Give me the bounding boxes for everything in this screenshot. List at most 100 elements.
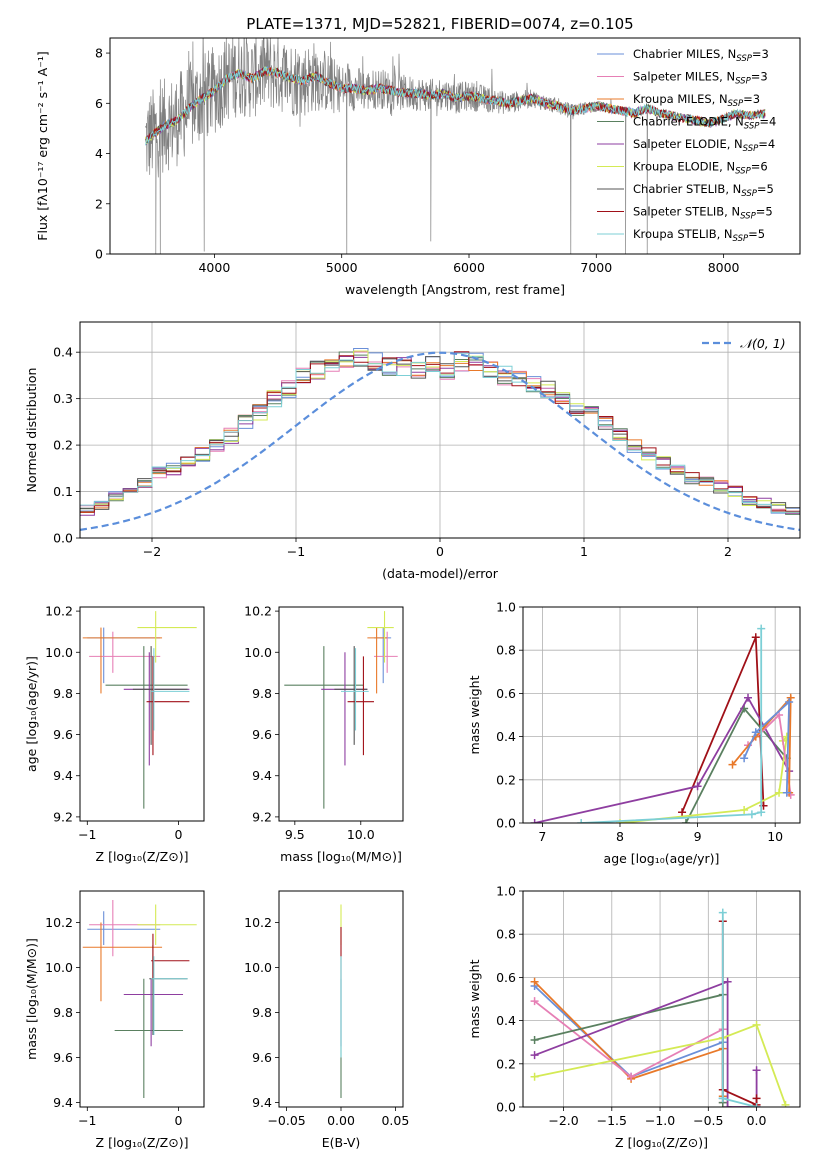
x-tick-label: 0 (436, 544, 444, 559)
age_vs_Z-frame (79, 606, 205, 822)
model-line-kroupa_stelib (145, 66, 766, 146)
mass_vs_Z-y-axis-label: mass [log₁₀(M/M⊙)] (24, 938, 39, 1060)
weight-marker-chabrier_miles (740, 754, 749, 763)
age_vs_Z-y-axis-label: age [log₁₀(age/yr)] (24, 656, 39, 772)
weight-marker-kroupa_stelib (718, 1094, 727, 1103)
weight-marker-kroupa_stelib (757, 624, 766, 633)
spectrum-y-axis-label: Flux [fλ10⁻¹⁷ erg cm⁻² s⁻¹ A⁻¹] (35, 51, 50, 240)
y-tick-label: 9.4 (252, 768, 272, 783)
weight-marker-kroupa_miles (530, 977, 539, 986)
y-tick-label: 0.6 (496, 970, 516, 985)
legend-subscript: SSP (728, 99, 744, 109)
weight-marker-salpeter_elodie (693, 782, 702, 791)
y-tick-label: 0 (95, 247, 103, 262)
mass_vs_Z-x-axis-label: Z [log₁₀(Z/Z⊙)] (96, 1135, 189, 1150)
weight-marker-kroupa_elodie (740, 806, 749, 815)
legend-text: Salpeter ELODIE, N (633, 137, 743, 151)
y-tick-label: 0.4 (53, 345, 73, 360)
legend-entry-chabrier_elodie: Chabrier ELODIE, NSSP=4 (633, 115, 776, 132)
residuals-panel: 𝒩(0, 1) −2 −1 0 1 2 0.0 0.1 0.2 0.3 0.4 (data-model… (24, 321, 801, 581)
weight-marker-kroupa_stelib (718, 908, 727, 917)
x-tick-label: −2 (143, 544, 161, 559)
weight-marker-kroupa_stelib (757, 808, 766, 817)
weight_vs_Z-plot-area (523, 891, 800, 1107)
y-tick-label: 0.2 (496, 1056, 516, 1071)
weight_vs_age-panel: 7 8 9 10 0.0 0.2 0.4 0.6 0.8 1.0 age [log₁₀(age/yr… (467, 600, 801, 866)
weight-line-kroupa_elodie (534, 1023, 787, 1106)
x-tick-label: −1 (287, 544, 305, 559)
weight_vs_age-x-axis-label: age [log₁₀(age/yr)] (604, 851, 720, 866)
weight_vs_age-frame (522, 606, 801, 824)
age_vs_Z-plot-area (82, 611, 197, 809)
age_vs_mass-plot-area (284, 611, 398, 809)
weight-marker-salpeter_miles (627, 1072, 636, 1081)
legend-subscript: SSP (744, 122, 760, 132)
y-tick-label: 0.8 (496, 643, 516, 658)
weight-marker-kroupa_miles (728, 760, 737, 769)
spectrum-x-axis-label: wavelength [Angstrom, rest frame] (345, 282, 565, 297)
y-tick-label: 1.0 (496, 884, 516, 899)
y-tick-label: 9.6 (53, 727, 73, 742)
legend-value: =4 (759, 115, 776, 129)
x-tick-label: −1.0 (645, 1113, 675, 1128)
mass_vs_Z-plot-area (82, 900, 197, 1098)
y-tick-label: 6 (95, 96, 103, 111)
legend-text: Kroupa MILES, N (633, 92, 728, 106)
legend-entry-chabrier_stelib: Chabrier STELIB, NSSP=5 (633, 182, 774, 199)
y-tick-label: 0.0 (496, 816, 516, 831)
y-tick-label: 0.3 (53, 391, 73, 406)
legend-entry-salpeter_stelib: Salpeter STELIB, NSSP=5 (633, 205, 773, 222)
y-tick-label: 0.0 (53, 531, 73, 546)
weight-marker-salpeter_elodie (744, 693, 753, 702)
age_vs_Z-panel: −1 0 9.2 9.4 9.6 9.8 10.0 10.2 Z [log₁₀(Z/Z⊙)] ag… (24, 604, 205, 864)
residuals-y-axis-label: Normed distribution (24, 368, 39, 493)
legend-subscript: SSP (743, 144, 759, 154)
model-line-salpeter_stelib (145, 67, 766, 141)
weight-marker-chabrier_miles (751, 728, 760, 737)
x-tick-label: −0.5 (693, 1113, 723, 1128)
legend-text: Kroupa ELODIE, N (633, 160, 735, 174)
mass_vs_Z-panel: −1 0 9.4 9.6 9.8 10.0 10.2 Z [log₁₀(Z/Z⊙)] mass … (24, 890, 205, 1150)
x-tick-label: 0.05 (381, 1113, 409, 1128)
legend-text: Chabrier STELIB, N (633, 182, 741, 196)
weight-marker-chabrier_elodie (530, 1036, 539, 1045)
x-tick-label: 4000 (198, 260, 230, 275)
weight-marker-salpeter_stelib (678, 808, 687, 817)
y-tick-label: 1.0 (496, 600, 516, 615)
legend-text: Chabrier MILES, N (633, 47, 736, 61)
spectrum-plot-area (145, 38, 766, 254)
legend-subscript: SSP (733, 234, 749, 244)
legend-entry-salpeter_elodie: Salpeter ELODIE, NSSP=4 (633, 137, 775, 154)
y-tick-label: 4 (95, 146, 103, 161)
y-tick-label: 9.8 (53, 1005, 73, 1020)
y-tick-label: 9.2 (53, 809, 73, 824)
weight_vs_age-plot-area (523, 607, 800, 823)
x-tick-label: 10.0 (347, 827, 375, 842)
weight_vs_Z-panel: −2.0 −1.5 −1.0 −0.5 0.0 0.0 0.2 0.4 0.6 0.8 1.0 Z [… (467, 884, 801, 1150)
x-tick-label: 7000 (580, 260, 612, 275)
y-tick-label: 9.6 (252, 727, 272, 742)
y-tick-label: 0.0 (496, 1100, 516, 1115)
y-tick-label: 2 (95, 196, 103, 211)
mass_vs_Z-frame (79, 890, 205, 1108)
legend-value: =3 (751, 70, 768, 84)
legend-entry-kroupa_miles: Kroupa MILES, NSSP=3 (633, 92, 760, 109)
x-tick-label: 1 (580, 544, 588, 559)
y-tick-label: 9.6 (252, 1050, 272, 1065)
y-tick-label: 10.0 (244, 645, 272, 660)
x-tick-label: −1 (78, 827, 96, 842)
legend-value: =5 (757, 182, 774, 196)
x-tick-label: 5000 (326, 260, 358, 275)
weight-marker-kroupa_stelib (577, 819, 586, 823)
mass_vs_ebv-panel: −0.05 0.00 0.05 9.4 9.6 9.8 10.0 10.2 E(B-V) (244, 890, 409, 1150)
age_vs_mass-panel: 9.5 10.0 9.2 9.4 9.6 9.8 10.0 10.2 mass [log₁₀(M… (244, 604, 404, 864)
weight-marker-kroupa_stelib (752, 1103, 761, 1107)
weight-marker-salpeter_stelib (752, 1094, 761, 1103)
weight-marker-kroupa_elodie (752, 1020, 761, 1029)
age_vs_mass-frame (278, 606, 404, 822)
weight-line-kroupa_stelib (581, 628, 763, 823)
x-tick-label: 0 (174, 827, 182, 842)
weight_vs_Z-x-axis-label: Z [log₁₀(Z/Z⊙)] (615, 1135, 708, 1150)
legend-subscript: SSP (740, 212, 756, 222)
legend-text: Salpeter STELIB, N (633, 205, 740, 219)
